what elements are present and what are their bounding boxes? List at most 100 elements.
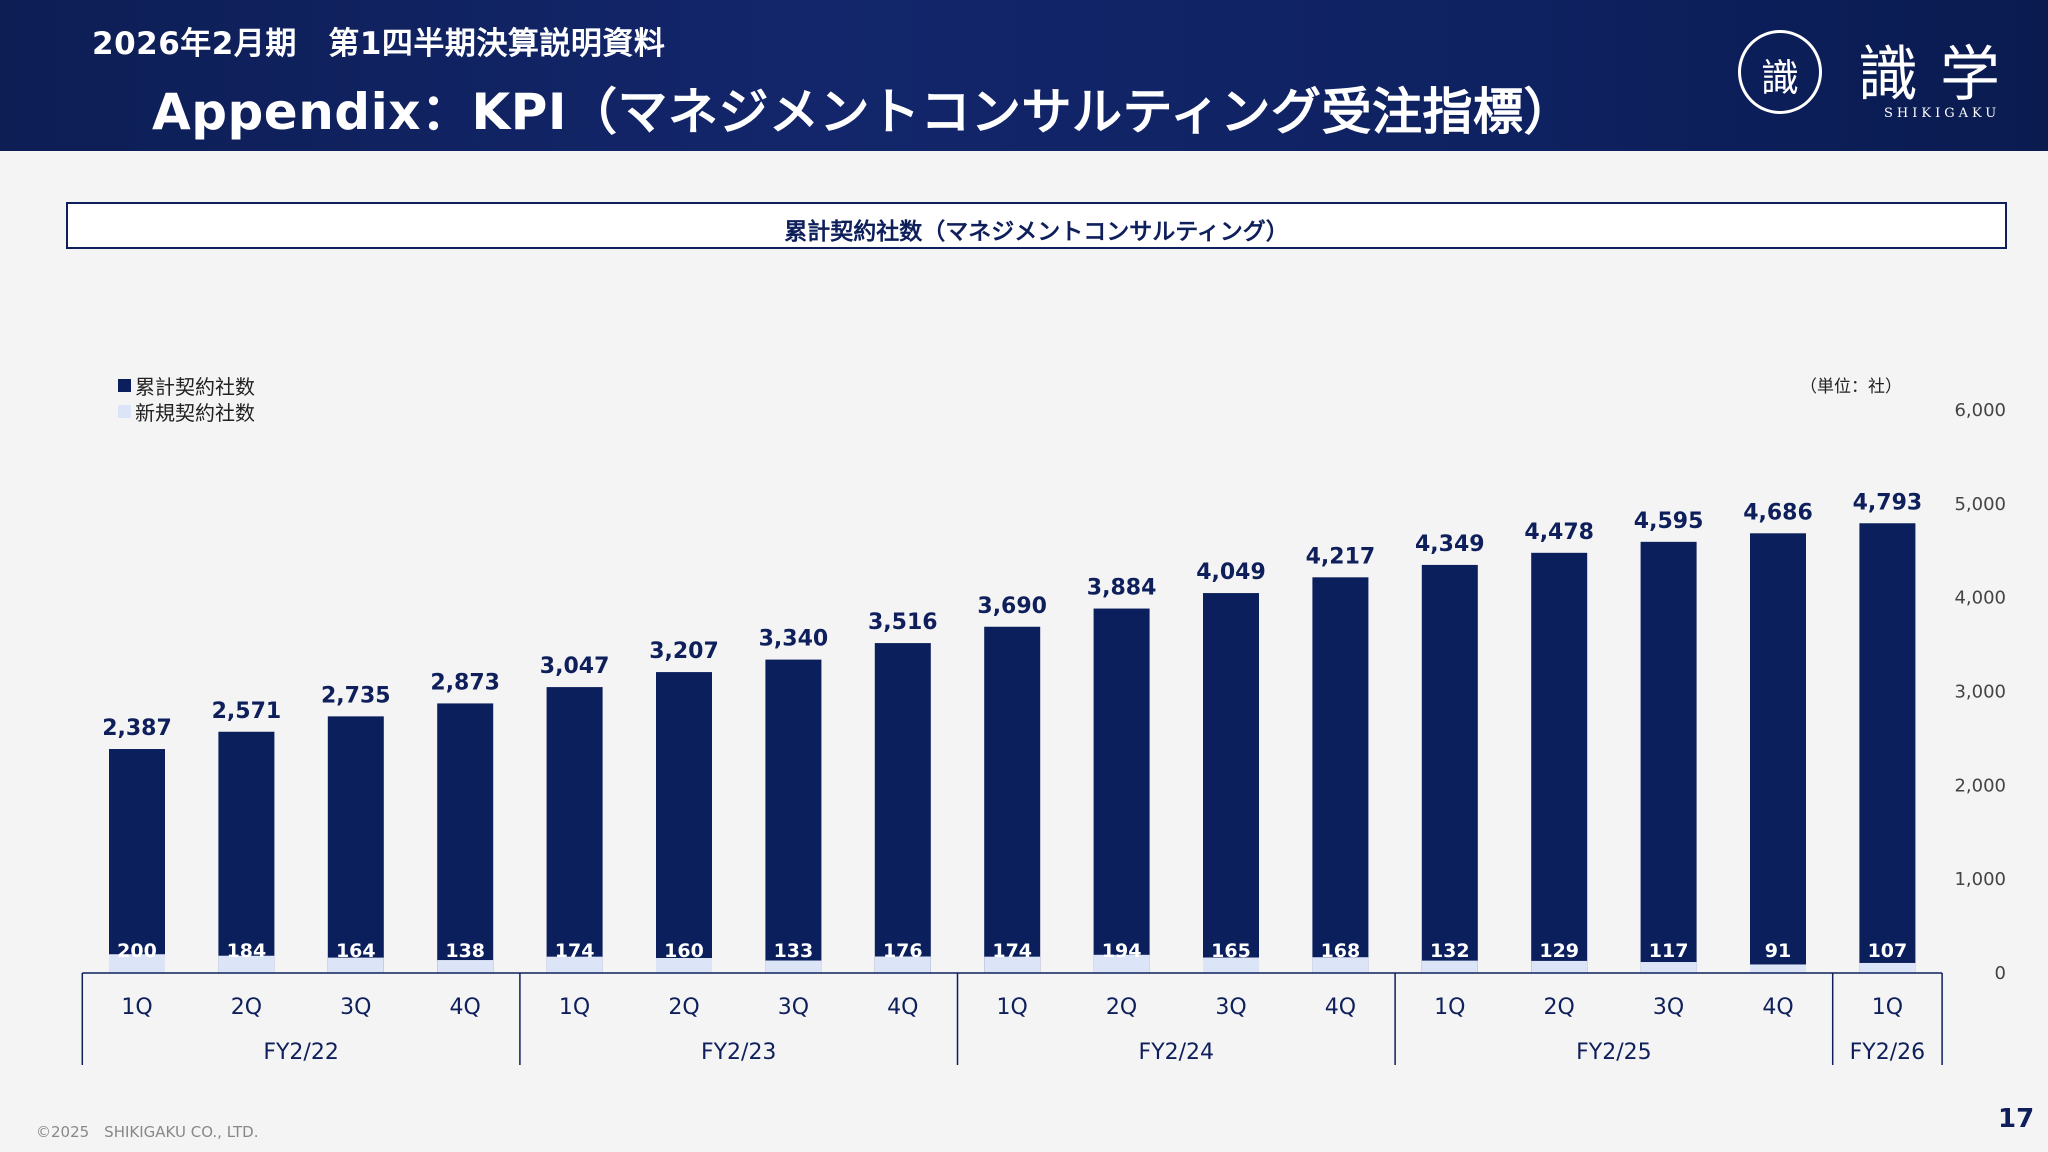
group-label: FY2/26	[1850, 1040, 1926, 1065]
bar-new	[218, 955, 275, 973]
x-tick-label: 4Q	[887, 995, 918, 1020]
data-label-new: 174	[555, 940, 595, 962]
bar-cumulative	[437, 703, 494, 973]
data-label-cumulative: 2,735	[321, 683, 391, 708]
data-label-cumulative: 4,478	[1524, 520, 1594, 545]
y-tick-label: 5,000	[1954, 494, 2006, 515]
x-tick-label: 3Q	[778, 995, 809, 1020]
logo-kanji: 識学	[1858, 40, 2022, 110]
data-label-cumulative: 4,686	[1743, 500, 1813, 525]
logo-roman: SHIKIGAKU	[1884, 106, 2001, 121]
bar-cumulative	[1531, 552, 1588, 973]
data-label-new: 176	[883, 940, 923, 962]
y-tick-label: 3,000	[1954, 682, 2006, 703]
group-label: FY2/22	[263, 1040, 339, 1065]
x-tick-label: 2Q	[1544, 995, 1575, 1020]
y-tick-label: 6,000	[1954, 400, 2006, 421]
data-label-new: 107	[1868, 940, 1908, 962]
x-tick-label: 1Q	[1434, 995, 1465, 1020]
legend-swatch-cumulative	[118, 378, 131, 392]
footer-copyright: ©2025 SHIKIGAKU CO., LTD.	[36, 1123, 259, 1141]
data-label-cumulative: 4,793	[1853, 490, 1923, 515]
data-label-new: 200	[117, 940, 157, 962]
legend-swatch-new	[118, 404, 131, 418]
data-label-new: 138	[445, 940, 485, 962]
bar-new	[1421, 960, 1478, 973]
bar-new	[1531, 960, 1588, 973]
y-tick-label: 2,000	[1954, 775, 2006, 796]
bar-cumulative	[1859, 523, 1916, 973]
bar-cumulative	[109, 749, 165, 973]
data-label-new: 117	[1649, 940, 1689, 962]
page-number: 17	[1998, 1104, 2035, 1134]
data-label-new: 132	[1430, 940, 1470, 962]
y-tick-label: 4,000	[1954, 588, 2006, 609]
x-tick-label: 3Q	[1653, 995, 1684, 1020]
bar-new	[1750, 964, 1806, 973]
x-tick-label: 1Q	[1872, 995, 1903, 1020]
bar-cumulative	[765, 659, 822, 973]
data-label-cumulative: 3,207	[649, 639, 719, 664]
chart-legend: 累計契約社数 新規契約社数	[118, 372, 255, 425]
x-tick-label: 4Q	[1762, 995, 1793, 1020]
bar-cumulative	[1093, 608, 1150, 973]
x-tick-label: 2Q	[1106, 995, 1137, 1020]
bar-new	[1312, 957, 1369, 973]
data-label-cumulative: 3,047	[540, 654, 610, 679]
data-label-cumulative: 4,595	[1634, 509, 1704, 534]
x-tick-label: 4Q	[450, 995, 481, 1020]
bar-new	[984, 956, 1041, 973]
y-tick-label: 1,000	[1954, 869, 2006, 890]
legend-label-cumulative: 累計契約社数	[135, 374, 255, 399]
data-label-new: 194	[1102, 940, 1142, 962]
bar-cumulative	[1203, 593, 1259, 973]
y-tick-label: 0	[1995, 963, 2006, 984]
chart-section-title: 累計契約社数（マネジメントコンサルティング）	[66, 202, 2007, 249]
data-label-cumulative: 4,049	[1196, 560, 1266, 585]
x-tick-label: 1Q	[997, 995, 1028, 1020]
bar-new	[109, 954, 165, 973]
bar-new	[546, 956, 603, 973]
unit-label: （単位：社）	[1800, 377, 1902, 397]
bar-cumulative	[1421, 564, 1478, 973]
data-label-cumulative: 3,884	[1087, 576, 1157, 601]
x-tick-label: 4Q	[1325, 995, 1356, 1020]
legend-label-new: 新規契約社数	[135, 400, 255, 425]
page-title: Appendix：KPI（マネジメントコンサルティング受注指標）	[152, 83, 1574, 141]
chart-section-title-text: 累計契約社数（マネジメントコンサルティング）	[784, 219, 1289, 245]
report-subtitle: 2026年2月期 第1四半期決算説明資料	[92, 26, 666, 62]
bar-new	[1093, 954, 1150, 973]
bar-cumulative	[1312, 577, 1369, 973]
bar-new	[1203, 957, 1259, 973]
data-label-new: 168	[1321, 940, 1361, 962]
x-tick-label: 1Q	[121, 995, 152, 1020]
legend-item-cumulative: 累計契約社数	[118, 372, 255, 399]
logo-seal-text: 識	[1760, 56, 1799, 100]
x-tick-label: 2Q	[231, 995, 262, 1020]
bar-new	[327, 957, 384, 973]
bar-cumulative	[656, 672, 712, 973]
bar-cumulative	[546, 687, 603, 973]
data-label-new: 129	[1539, 940, 1579, 962]
data-label-new: 165	[1211, 940, 1251, 962]
bar-new	[656, 957, 712, 973]
bar-new	[437, 960, 494, 973]
bar-cumulative	[1640, 541, 1697, 973]
x-tick-label: 3Q	[340, 995, 371, 1020]
x-tick-label: 1Q	[559, 995, 590, 1020]
data-label-cumulative: 4,349	[1415, 532, 1485, 557]
bar-new	[874, 956, 931, 973]
bar-new	[1640, 962, 1697, 973]
data-label-cumulative: 2,873	[430, 670, 500, 695]
x-tick-label: 2Q	[668, 995, 699, 1020]
data-label-cumulative: 2,387	[102, 716, 172, 741]
data-label-new: 160	[664, 940, 704, 962]
x-tick-label: 3Q	[1215, 995, 1246, 1020]
bar-cumulative	[874, 643, 931, 973]
data-label-new: 91	[1765, 940, 1791, 962]
company-logo: 識 識学 SHIKIGAKU	[1738, 26, 2034, 122]
data-label-cumulative: 3,516	[868, 610, 938, 635]
group-label: FY2/24	[1139, 1040, 1215, 1065]
bar-cumulative	[327, 716, 384, 973]
